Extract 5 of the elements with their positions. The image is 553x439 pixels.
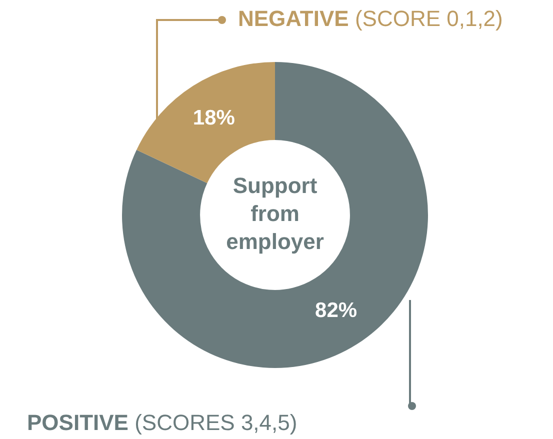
- data-label: 82%: [315, 299, 358, 322]
- legend-label: NEGATIVE (SCORE 0,1,2): [238, 6, 503, 32]
- slice-label: POSITIVE (SCORES 3,4,5): [27, 410, 298, 436]
- text: Support from employer: [226, 173, 324, 254]
- data-label: 18%: [192, 106, 236, 130]
